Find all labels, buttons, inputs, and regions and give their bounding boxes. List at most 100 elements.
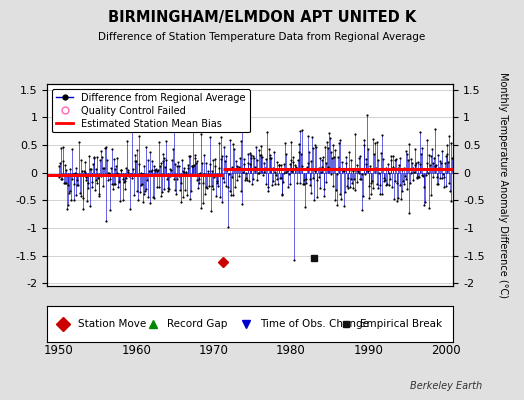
Point (220, 178, 228, 185)
Point (185, 153, 194, 159)
Point (236, 154, 244, 161)
Point (256, 152, 265, 158)
Point (266, 155, 275, 161)
Point (377, 150, 385, 156)
Point (146, 200, 155, 206)
Point (128, 175, 136, 181)
Point (225, 170, 233, 177)
Point (418, 172, 426, 178)
Point (142, 186, 150, 192)
Point (245, 150, 254, 156)
Point (394, 165, 402, 172)
Point (83, 198, 91, 204)
Point (289, 159, 297, 165)
Text: 1970: 1970 (199, 344, 228, 357)
Point (203, 168, 212, 174)
Point (178, 168, 187, 174)
Point (279, 170, 288, 176)
Point (187, 188, 195, 194)
Point (121, 178, 129, 184)
Point (386, 176, 394, 183)
Point (158, 158, 167, 164)
Point (411, 162, 419, 168)
Point (288, 168, 296, 174)
Point (289, 154, 298, 160)
Point (376, 182, 384, 188)
Point (258, 154, 267, 160)
Point (160, 186, 168, 192)
Point (188, 162, 196, 169)
Point (247, 152, 255, 158)
Point (356, 153, 364, 159)
Point (403, 186, 412, 192)
Point (59, 158, 68, 164)
Point (274, 180, 282, 187)
Point (329, 142, 337, 148)
Point (88, 178, 96, 185)
Point (265, 152, 274, 158)
Point (77, 193, 85, 200)
Point (169, 146, 177, 152)
Point (447, 140, 455, 146)
Point (392, 180, 401, 186)
Point (432, 162, 440, 168)
Point (392, 156, 400, 162)
Point (306, 182, 314, 188)
Point (414, 159, 423, 166)
Point (294, 140, 303, 147)
Point (81, 168, 90, 175)
Point (171, 160, 179, 167)
Point (68, 176, 77, 182)
Point (222, 152, 230, 159)
Point (413, 174, 422, 180)
Point (235, 164, 244, 170)
Point (389, 153, 398, 159)
Point (430, 155, 438, 161)
Point (338, 159, 346, 166)
Point (383, 181, 391, 187)
Point (292, 180, 301, 186)
Point (70, 181, 79, 188)
Point (231, 184, 239, 190)
Point (191, 152, 199, 158)
Point (157, 160, 166, 166)
Point (149, 194, 157, 200)
Point (388, 164, 397, 171)
Point (384, 161, 392, 168)
Point (249, 153, 258, 159)
Point (400, 181, 409, 188)
Point (71, 170, 79, 176)
Point (214, 140, 223, 147)
Point (376, 190, 385, 197)
Point (150, 166, 159, 173)
Point (322, 179, 331, 186)
Point (233, 162, 241, 169)
Point (147, 168, 155, 175)
Point (130, 151, 139, 158)
Point (105, 207, 114, 213)
Point (379, 156, 387, 162)
Point (205, 134, 214, 140)
Point (143, 177, 151, 184)
Point (424, 151, 433, 158)
Point (213, 180, 222, 186)
Point (122, 164, 130, 171)
Point (284, 166, 292, 173)
Point (188, 162, 196, 169)
Point (98, 154, 106, 160)
Point (74, 139, 83, 145)
Point (314, 165, 323, 172)
Point (356, 176, 365, 182)
Point (304, 133, 312, 139)
Point (127, 128, 136, 134)
Point (259, 172, 267, 178)
Point (99, 183, 107, 189)
Text: BIRMINGHAM/ELMDON APT UNITED K: BIRMINGHAM/ELMDON APT UNITED K (108, 10, 416, 25)
Point (250, 155, 258, 162)
Point (108, 181, 116, 187)
Point (89, 161, 97, 167)
Point (243, 176, 251, 183)
Point (408, 177, 417, 183)
Point (331, 197, 340, 204)
Point (279, 179, 287, 185)
